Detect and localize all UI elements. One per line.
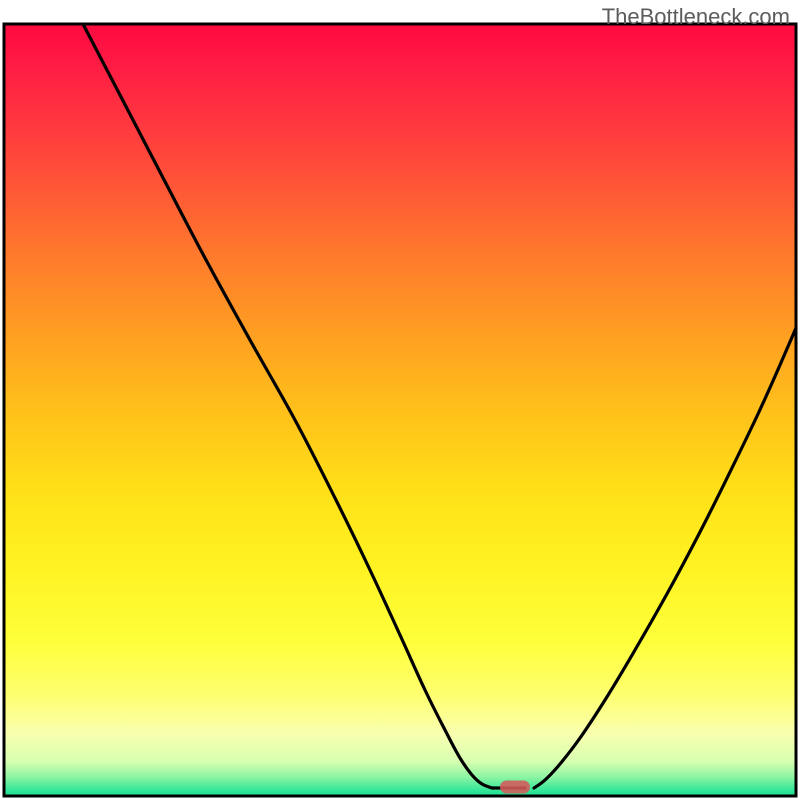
chart-background — [4, 24, 796, 796]
chart-container: TheBottleneck.com — [0, 0, 800, 800]
minimum-marker — [500, 781, 530, 794]
watermark-text: TheBottleneck.com — [602, 4, 790, 30]
gradient-line-chart — [0, 0, 800, 800]
